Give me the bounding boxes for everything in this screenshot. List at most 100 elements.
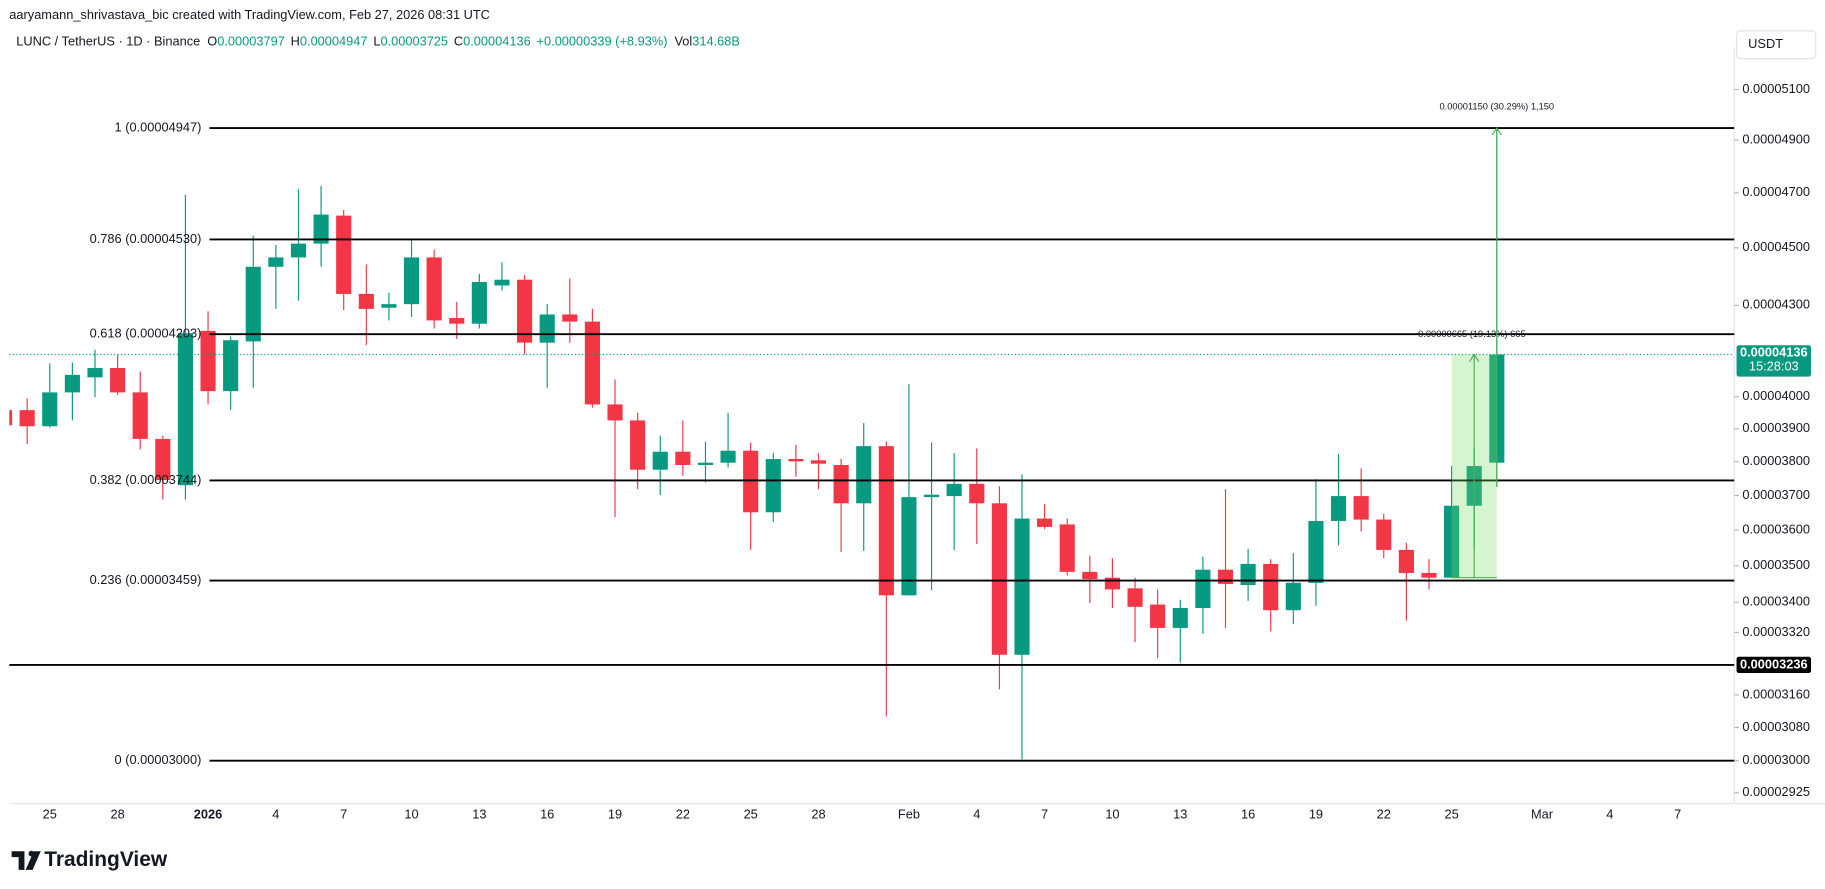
candle-body: [788, 459, 804, 462]
x-tick-label: 2026: [194, 807, 222, 822]
candle-body: [584, 321, 600, 405]
x-tick-label: 7: [340, 807, 347, 822]
candle-body: [1263, 563, 1279, 611]
y-tick-label: 0.00003160: [1742, 686, 1810, 701]
x-tick-label: Feb: [898, 807, 920, 822]
candle-body: [720, 450, 736, 463]
candle-body: [607, 404, 623, 421]
y-tick-label: 0.00003600: [1742, 521, 1810, 536]
currency-button[interactable]: [1735, 30, 1817, 60]
x-tick-label: 19: [1309, 807, 1323, 822]
y-tick-label: 0.00004700: [1742, 184, 1810, 199]
candle-body: [1330, 496, 1347, 521]
candle-body: [268, 257, 284, 267]
x-tick-label: 10: [404, 807, 418, 822]
candle-body: [1398, 549, 1414, 573]
x-tick-label: 16: [540, 807, 554, 822]
candle-body: [697, 462, 714, 466]
y-tick-label: 0.00004900: [1742, 131, 1810, 146]
ohlc-value: 0.00004947: [300, 34, 368, 49]
x-tick-label: 4: [1606, 807, 1613, 822]
candle-body: [471, 282, 487, 324]
currency-label[interactable]: USDT: [1748, 36, 1783, 51]
y-tick-label: 0.00003000: [1742, 752, 1810, 767]
candle-body: [743, 450, 759, 513]
price-line-tag: [1736, 656, 1812, 674]
candle-body: [1353, 496, 1369, 520]
candle-body: [1172, 607, 1188, 628]
ohlc-label: H: [291, 34, 300, 49]
candle-body: [223, 340, 239, 392]
candle-body: [313, 214, 329, 244]
candle-body: [403, 257, 420, 305]
y-tick-label: 0.00004300: [1742, 297, 1810, 312]
measure-arrowhead: [1469, 353, 1480, 362]
y-tick-label: 0.00004000: [1742, 388, 1810, 403]
y-tick-label: 0.00003500: [1742, 557, 1810, 572]
candle-body: [132, 392, 148, 439]
x-tick-label: 25: [744, 807, 758, 822]
x-tick-label: 4: [973, 807, 980, 822]
candle-body: [833, 465, 849, 504]
candle-body: [64, 374, 80, 393]
x-tick-label: 16: [1241, 807, 1255, 822]
candle-body: [155, 438, 171, 481]
candle-body: [1217, 569, 1234, 584]
candle-body: [19, 410, 35, 427]
candle-body: [856, 446, 872, 504]
x-tick-label: 28: [811, 807, 825, 822]
candle-body: [562, 314, 578, 322]
candle-body: [9, 410, 13, 426]
x-tick-label: 4: [272, 807, 279, 822]
fib-label: 1 (0.00004947): [115, 119, 202, 134]
candle-body: [381, 304, 397, 308]
candle-body: [42, 392, 58, 427]
ohlc-label: L: [373, 34, 380, 49]
y-tick-label: 0.00003080: [1742, 719, 1810, 734]
x-tick-label: 10: [1105, 807, 1119, 822]
y-tick-label: 0.00003800: [1742, 453, 1810, 468]
y-tick-label: 0.00003320: [1742, 624, 1810, 639]
fib-label: 0.236 (0.00003459): [90, 572, 202, 587]
candle-body: [991, 503, 1007, 655]
candle-body: [245, 266, 261, 342]
candle-body: [177, 333, 193, 486]
candle-body: [1104, 577, 1121, 590]
ohlc-value: 0.00004136: [463, 34, 531, 49]
y-tick-label: 0.00003900: [1742, 420, 1810, 435]
ohlc-label: O: [207, 34, 217, 49]
candle-body: [494, 279, 510, 286]
countdown: 15:28:03: [1749, 359, 1799, 374]
candle-body: [1195, 569, 1211, 608]
candle-body: [200, 330, 216, 392]
x-tick-label: 25: [43, 807, 57, 822]
candle-body: [1240, 563, 1256, 586]
volume-label: Vol: [674, 34, 692, 49]
fib-label: 0.618 (0.00004203): [90, 326, 202, 341]
candle-body: [1082, 571, 1098, 580]
y-tick-label: 0.00005100: [1742, 81, 1810, 96]
candle-body: [1285, 582, 1301, 611]
ohlc-label: C: [454, 34, 463, 49]
candle-body: [1059, 524, 1075, 572]
last-price-tag: [1736, 345, 1812, 377]
candle-body: [878, 446, 894, 596]
candle-body: [675, 451, 691, 466]
logo-icon: [11, 851, 41, 870]
measure-arrowhead: [1491, 126, 1502, 136]
change: +0.00000339 (+8.93%): [537, 34, 668, 49]
volume: 314.68B: [692, 34, 740, 49]
candle-body: [969, 483, 985, 504]
candle-body: [1014, 518, 1030, 655]
fib-label: 0.786 (0.00004530): [90, 231, 202, 246]
x-tick-label: 7: [1674, 807, 1681, 822]
x-tick-label: 13: [1173, 807, 1187, 822]
candle-body: [110, 368, 126, 393]
legend: LUNC / TetherUS · 1D · Binance O0.0000379…: [16, 34, 740, 49]
x-tick-label: 19: [608, 807, 622, 822]
candle-body: [517, 279, 533, 343]
candle-body: [1444, 505, 1460, 578]
candle-body: [946, 483, 962, 497]
